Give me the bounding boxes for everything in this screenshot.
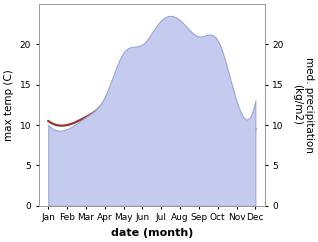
X-axis label: date (month): date (month) bbox=[111, 228, 193, 238]
Y-axis label: max temp (C): max temp (C) bbox=[4, 69, 14, 141]
Y-axis label: med. precipitation
(kg/m2): med. precipitation (kg/m2) bbox=[292, 57, 314, 153]
